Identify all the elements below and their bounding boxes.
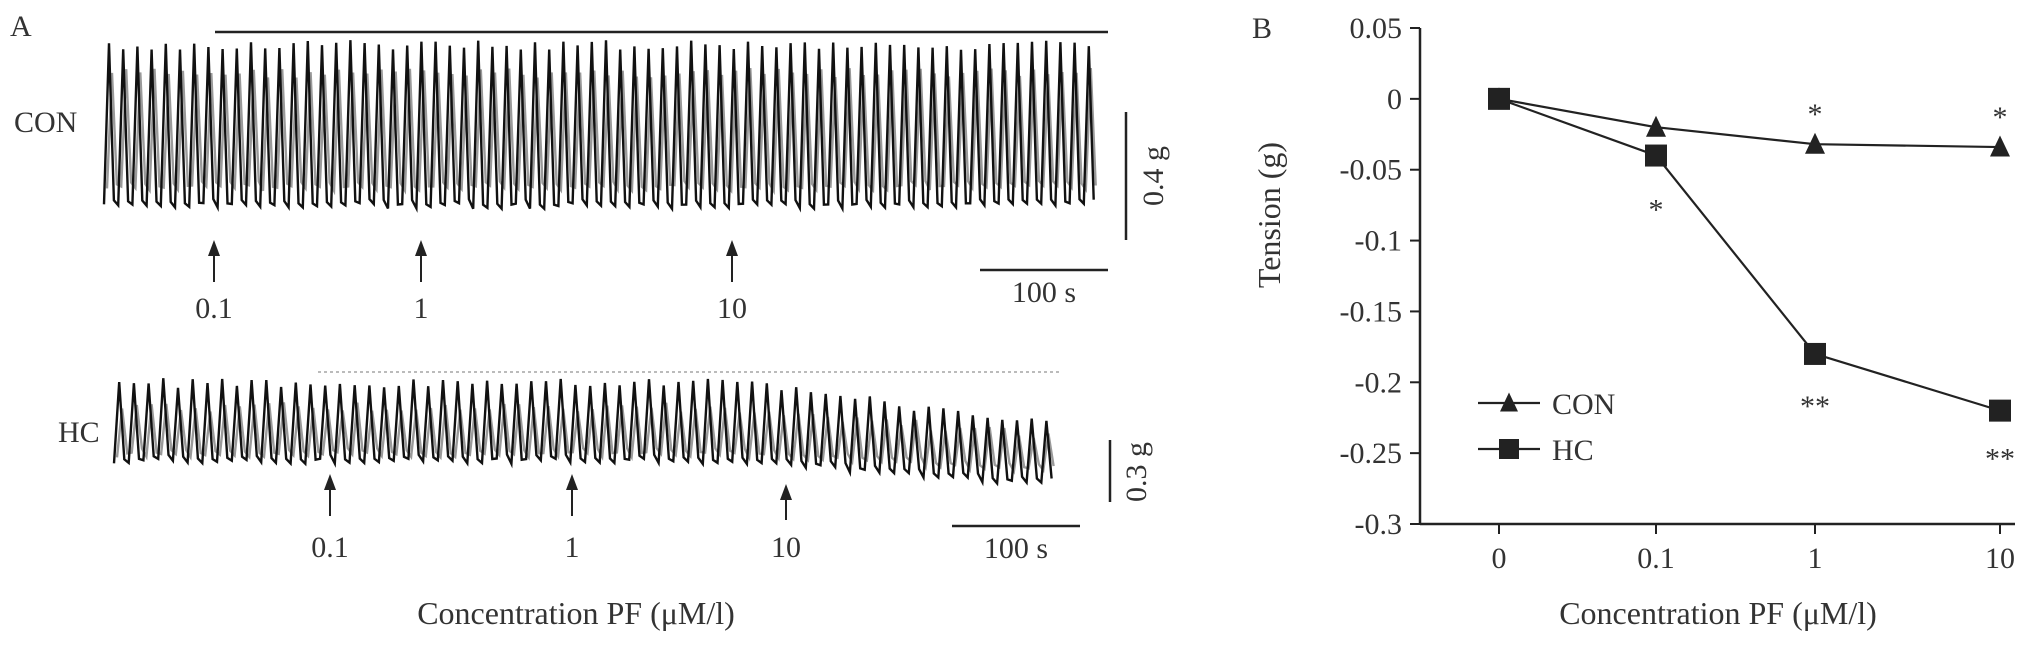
con-time-scale-label: 100 s [1012,276,1076,309]
series-con: * * [1489,87,2010,157]
data-point-hc [1804,342,1826,365]
data-point-hc [1989,399,2011,422]
data-point-hc [1488,87,1510,110]
x-axis-title: Concentration PF (μM/l) [1559,595,1877,631]
con-arrow-label-3: 10 [717,292,747,325]
series-line-con [1498,97,2001,149]
hc-arrowhead-3 [780,484,792,500]
hc-arrow-label-3: 10 [771,531,801,564]
con-trace [102,40,1097,214]
y-tick-label: -0.2 [1355,366,1403,399]
y-tick-label: 0 [1387,83,1402,116]
x-tick-label: 10 [1985,542,2015,575]
con-arrow-label-2: 1 [414,292,429,325]
con-arrowhead-3 [726,240,738,256]
hc-trace [112,378,1055,487]
y-tick-label: -0.1 [1355,225,1403,258]
x-tick-label: 0.1 [1637,542,1675,575]
y-tick-label: -0.15 [1340,295,1403,328]
hc-arrowhead-1 [324,474,336,490]
chart-legend: CON HC [1478,388,1615,467]
y-tick-label: -0.05 [1340,154,1403,187]
hc-arrowhead-2 [566,474,578,490]
chart-axes: 0.05 0 -0.05 -0.1 -0.15 -0.2 -0.25 -0.3 0 0.1 1 10 [1340,12,2015,575]
con-arrows [208,240,738,282]
x-tick-label: 0 [1492,542,1507,575]
y-tick-label: -0.3 [1355,508,1403,541]
series-hc: ***** [1488,87,2015,476]
significance-label-hc: * [1649,194,1664,227]
data-point-hc [1645,144,1667,167]
data-point-con [1646,115,1666,137]
series-line-hc [1498,97,2001,412]
hc-arrow-label-2: 1 [565,531,580,564]
legend-label-hc: HC [1552,434,1594,467]
data-point-con [1805,132,1825,154]
panel-a: A CON 0.4 g 0.1 1 10 100 s HC 0 [10,10,1170,631]
legend-marker-con [1500,392,1518,412]
panel-b: B 0.05 0 -0.05 -0.1 -0.15 -0.2 -0.25 -0.3 0 0.1 1 1… [1251,12,2015,631]
panel-a-label: A [10,10,32,43]
significance-label-con: * [1808,98,1823,131]
x-tick-label: 1 [1808,542,1823,575]
y-tick-label: 0.05 [1350,12,1403,45]
data-point-con [1990,135,2010,157]
con-arrowhead-2 [415,240,427,256]
y-axis-title: Tension (g) [1251,142,1287,288]
hc-time-scale-label: 100 s [984,532,1048,565]
y-tick-label: -0.25 [1340,437,1403,470]
con-arrowhead-1 [208,240,220,256]
hc-arrow-label-1: 0.1 [311,531,349,564]
panel-b-label: B [1252,12,1272,45]
legend-marker-hc [1499,439,1519,459]
chart-series: * ****** [1488,87,2015,476]
con-arrow-label-1: 0.1 [195,292,233,325]
significance-label-hc: ** [1985,443,2015,476]
hc-scale-label: 0.3 g [1120,442,1153,502]
con-trace-label: CON [14,106,77,139]
significance-label-con: * [1993,101,2008,134]
hc-arrows [324,474,792,520]
significance-label-hc: ** [1800,390,1830,423]
hc-trace-label: HC [58,416,100,449]
con-scale-label: 0.4 g [1137,146,1170,206]
panel-a-xlabel: Concentration PF (μM/l) [417,595,735,631]
legend-label-con: CON [1552,388,1615,421]
